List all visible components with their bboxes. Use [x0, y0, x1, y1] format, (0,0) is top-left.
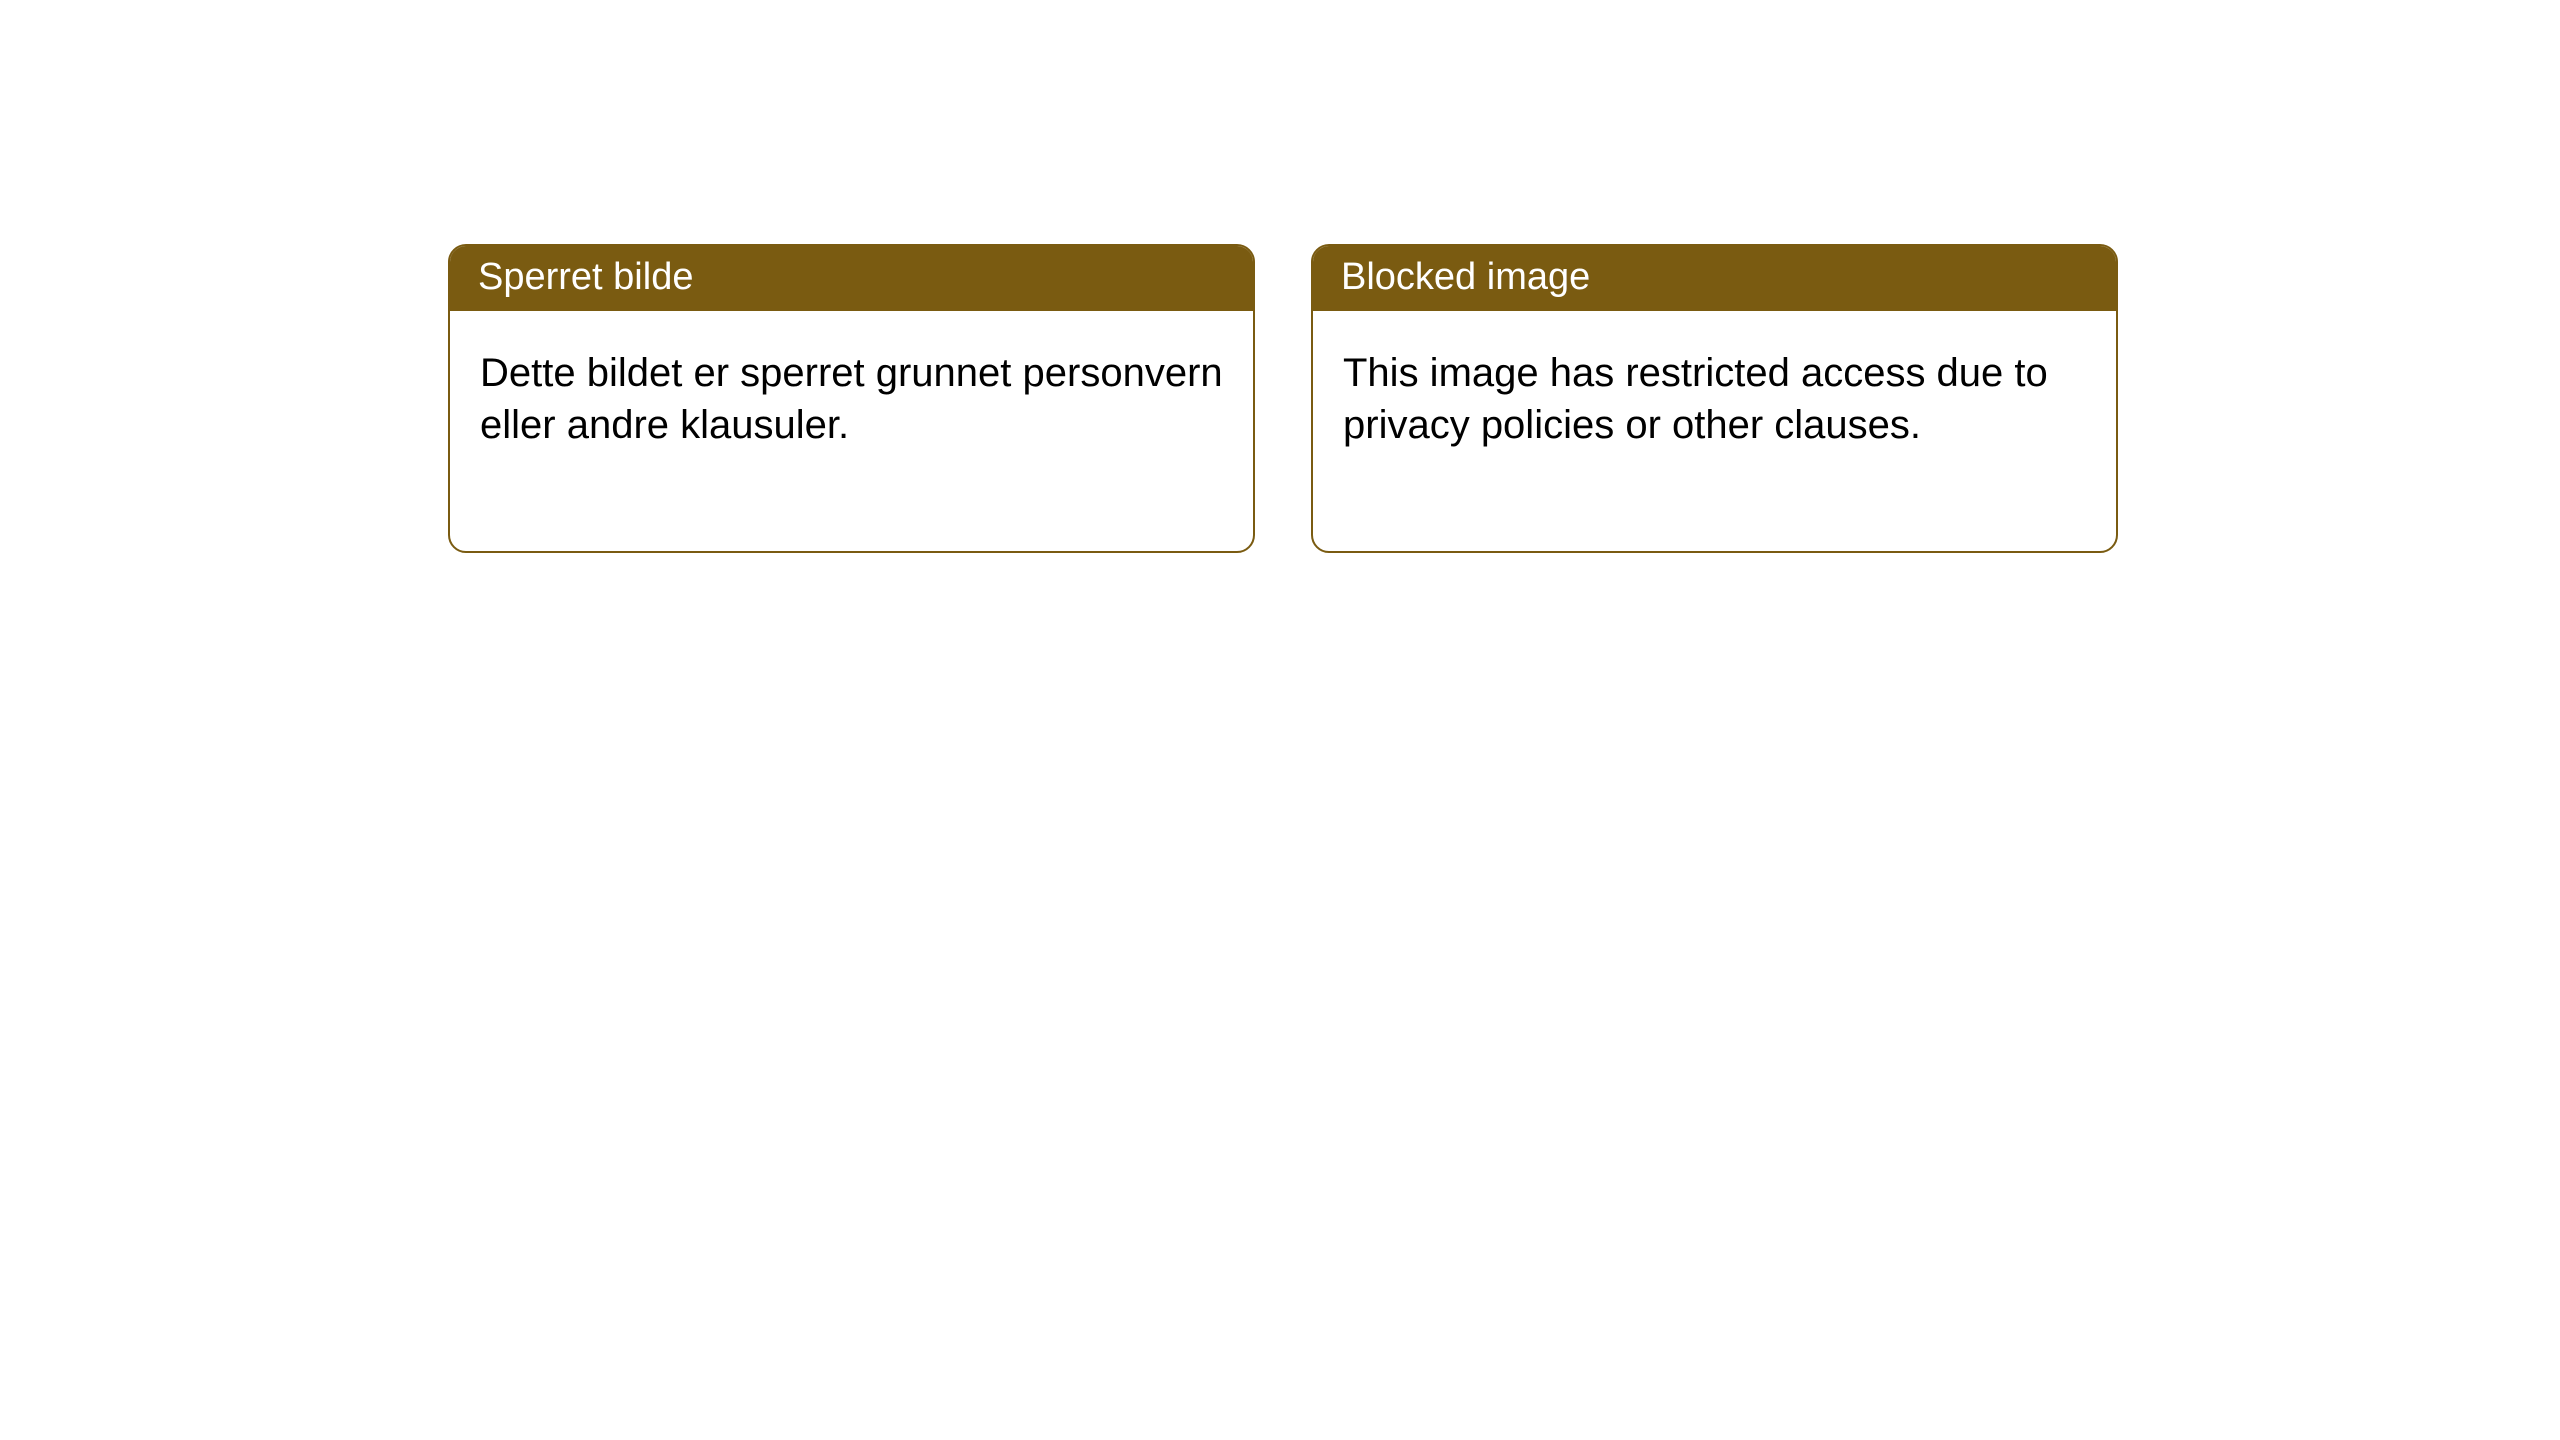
notice-body: This image has restricted access due to …	[1313, 311, 2116, 551]
notice-container: Sperret bilde Dette bildet er sperret gr…	[0, 0, 2560, 553]
notice-card-english: Blocked image This image has restricted …	[1311, 244, 2118, 553]
notice-title: Sperret bilde	[450, 246, 1253, 311]
notice-title: Blocked image	[1313, 246, 2116, 311]
notice-card-norwegian: Sperret bilde Dette bildet er sperret gr…	[448, 244, 1255, 553]
notice-body: Dette bildet er sperret grunnet personve…	[450, 311, 1253, 551]
